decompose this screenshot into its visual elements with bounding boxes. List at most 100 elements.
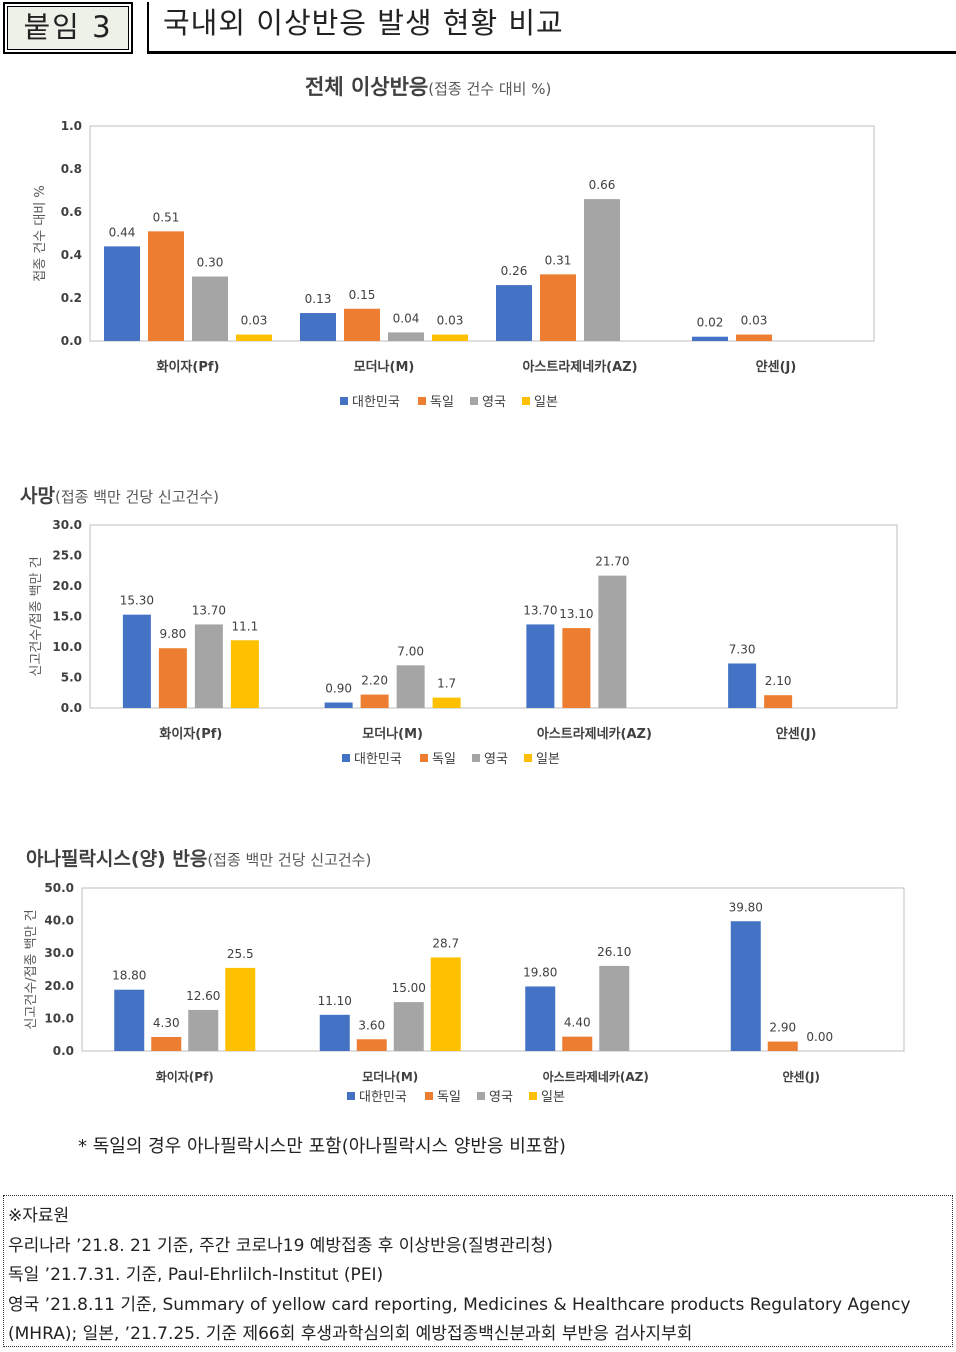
- bar: [562, 628, 591, 708]
- data-label: 15.30: [120, 594, 154, 608]
- bar: [728, 663, 757, 708]
- data-label: 21.70: [595, 555, 629, 569]
- y-tick-label: 0.4: [61, 248, 82, 262]
- x-tick-label: 아스트라제네카(AZ): [537, 726, 652, 742]
- legend-swatch: [340, 397, 348, 405]
- chart-title: 사망(접종 백만 건당 신고건수): [20, 485, 219, 507]
- bar: [736, 334, 772, 341]
- sources-heading: ※자료원: [8, 1206, 70, 1226]
- x-tick-label: 화이자(Pf): [157, 359, 220, 375]
- legend-swatch: [425, 1092, 433, 1100]
- data-label: 4.30: [153, 1016, 180, 1030]
- x-tick-label: 아스트라제네카(AZ): [543, 1069, 649, 1084]
- y-tick-label: 10.0: [44, 1011, 74, 1025]
- bar: [230, 640, 259, 708]
- data-label: 3.60: [358, 1018, 385, 1032]
- bar: [430, 957, 461, 1051]
- legend-entry: 대한민국: [359, 1090, 407, 1105]
- legend-swatch: [524, 754, 532, 762]
- bar: [540, 274, 576, 341]
- data-label: 13.70: [192, 603, 226, 617]
- legend-entry: 영국: [489, 1090, 513, 1105]
- legend-entry: 대한민국: [354, 752, 402, 767]
- data-label: 0.13: [305, 292, 332, 306]
- bar: [562, 1036, 593, 1051]
- bar: [598, 575, 627, 708]
- bar: [393, 1002, 424, 1051]
- data-label: 0.31: [545, 253, 572, 267]
- y-tick-label: 15.0: [52, 610, 82, 624]
- legend-entry: 일본: [534, 395, 558, 410]
- bar: [148, 231, 184, 341]
- data-label: 2.20: [361, 674, 388, 688]
- y-axis-label: 신고건수/접종 백만 건: [24, 909, 39, 1029]
- legend-swatch: [522, 397, 530, 405]
- y-tick-label: 50.0: [44, 881, 74, 895]
- legend-entry: 독일: [430, 395, 454, 410]
- y-tick-label: 0.0: [61, 701, 82, 715]
- bar: [584, 199, 620, 341]
- data-label: 0.02: [697, 316, 724, 330]
- source-line: 우리나라 ’21.8. 21 기준, 주간 코로나19 예방접종 후 이상반응(…: [8, 1235, 553, 1256]
- bar: [767, 1041, 798, 1051]
- data-label: 18.80: [112, 969, 146, 983]
- y-tick-label: 0.6: [61, 205, 82, 219]
- bar: [396, 665, 425, 708]
- attachment-tag: 붙임 3: [3, 2, 133, 54]
- bar: [432, 334, 468, 341]
- legend-swatch: [347, 1092, 355, 1100]
- data-label: 39.80: [729, 900, 763, 914]
- chart-overall-adverse: 전체 이상반응(접종 건수 대비 %) 0.0 0.2 0.4 0.6 0.8 1.0 접종 …: [33, 75, 875, 410]
- legend-swatch: [342, 754, 350, 762]
- bar: [104, 246, 140, 341]
- data-label: 0.66: [589, 178, 616, 192]
- y-axis-label: 접종 건수 대비 %: [33, 185, 48, 282]
- bar: [319, 1014, 350, 1051]
- bar: [158, 648, 187, 708]
- bar: [114, 989, 145, 1051]
- legend-entry: 영국: [482, 395, 506, 410]
- legend-entry: 대한민국: [352, 395, 400, 410]
- bar: [300, 313, 336, 341]
- bar: [432, 697, 461, 708]
- data-label: 4.40: [564, 1016, 591, 1030]
- data-label: 0.00: [806, 1030, 833, 1044]
- legend-swatch: [420, 754, 428, 762]
- data-label: 13.70: [523, 603, 557, 617]
- y-tick-label: 0.0: [61, 334, 82, 348]
- y-tick-label: 0.0: [53, 1044, 74, 1058]
- data-label: 19.80: [523, 965, 557, 979]
- bar: [730, 921, 761, 1051]
- y-tick-label: 30.0: [52, 518, 82, 532]
- data-label: 9.80: [160, 627, 187, 641]
- bar: [192, 276, 228, 341]
- legend-entry: 독일: [432, 752, 456, 767]
- chart-title: 전체 이상반응(접종 건수 대비 %): [305, 75, 551, 99]
- data-label: 0.30: [197, 256, 224, 270]
- data-label: 0.26: [501, 264, 528, 278]
- x-tick-label: 화이자(Pf): [159, 726, 222, 742]
- source-line: 영국 ’21.8.11 기준, Summary of yellow card r…: [8, 1294, 911, 1315]
- bar: [225, 967, 256, 1051]
- chart-anaphylaxis: 아나필락시스(양) 반응(접종 백만 건당 신고건수) 0.0 10.0 20.0 30…: [24, 848, 905, 1105]
- bar: [526, 624, 555, 708]
- data-label: 1.7: [437, 677, 456, 691]
- y-tick-label: 20.0: [44, 979, 74, 993]
- bar: [360, 694, 389, 708]
- bar: [692, 336, 728, 341]
- data-label: 2.90: [769, 1021, 796, 1035]
- page-title: 국내외 이상반응 발생 현황 비교: [147, 2, 956, 54]
- y-tick-label: 40.0: [44, 914, 74, 928]
- bar: [194, 624, 223, 708]
- legend-swatch: [529, 1092, 537, 1100]
- x-tick-label: 화이자(Pf): [156, 1069, 214, 1084]
- x-tick-label: 얀센(J): [782, 1069, 820, 1084]
- bar: [525, 986, 556, 1051]
- data-label: 0.90: [325, 682, 352, 696]
- x-tick-label: 모더나(M): [362, 1069, 418, 1084]
- bar: [344, 308, 380, 341]
- bar: [324, 702, 353, 708]
- y-tick-label: 10.0: [52, 640, 82, 654]
- bar: [388, 332, 424, 341]
- data-label: 15.00: [392, 981, 426, 995]
